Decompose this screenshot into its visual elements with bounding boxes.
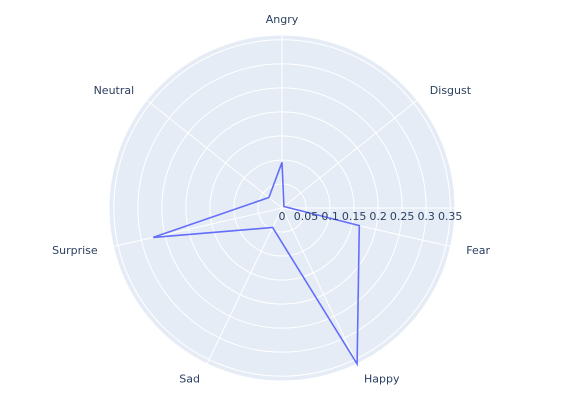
angular-grid-spoke bbox=[206, 207, 283, 365]
angular-grid-spoke bbox=[146, 99, 283, 209]
series-layer bbox=[152, 162, 361, 367]
category-label-fear: Fear bbox=[466, 244, 490, 257]
radial-tick-label: 0.1 bbox=[321, 210, 339, 223]
radial-tick-labels: 0 0.05 0.1 0.15 0.2 0.25 0.3 0.35 bbox=[279, 210, 463, 223]
radial-tick-label: 0.25 bbox=[390, 210, 415, 223]
angular-grid-spoke bbox=[281, 99, 418, 209]
category-label-surprise: Surprise bbox=[52, 244, 98, 257]
angular-grid-spoke bbox=[281, 207, 358, 365]
radial-tick-label: 0.15 bbox=[342, 210, 367, 223]
category-label-sad: Sad bbox=[179, 372, 200, 385]
angular-category-labels: Angry Disgust Fear Happy Sad Surprise Neutral bbox=[52, 13, 490, 385]
category-label-neutral: Neutral bbox=[94, 84, 135, 97]
radial-tick-label: 0 bbox=[279, 210, 286, 223]
series-line bbox=[152, 162, 361, 367]
angular-grid-spoke bbox=[113, 207, 283, 247]
category-label-angry: Angry bbox=[266, 13, 299, 26]
radial-tick-label: 0.3 bbox=[417, 210, 435, 223]
radial-tick-label: 0.05 bbox=[294, 210, 319, 223]
radial-tick-label: 0.35 bbox=[438, 210, 463, 223]
angular-grid-spoke bbox=[281, 207, 451, 247]
radial-tick-label: 0.2 bbox=[369, 210, 387, 223]
category-label-disgust: Disgust bbox=[430, 84, 472, 97]
category-label-happy: Happy bbox=[364, 372, 400, 385]
